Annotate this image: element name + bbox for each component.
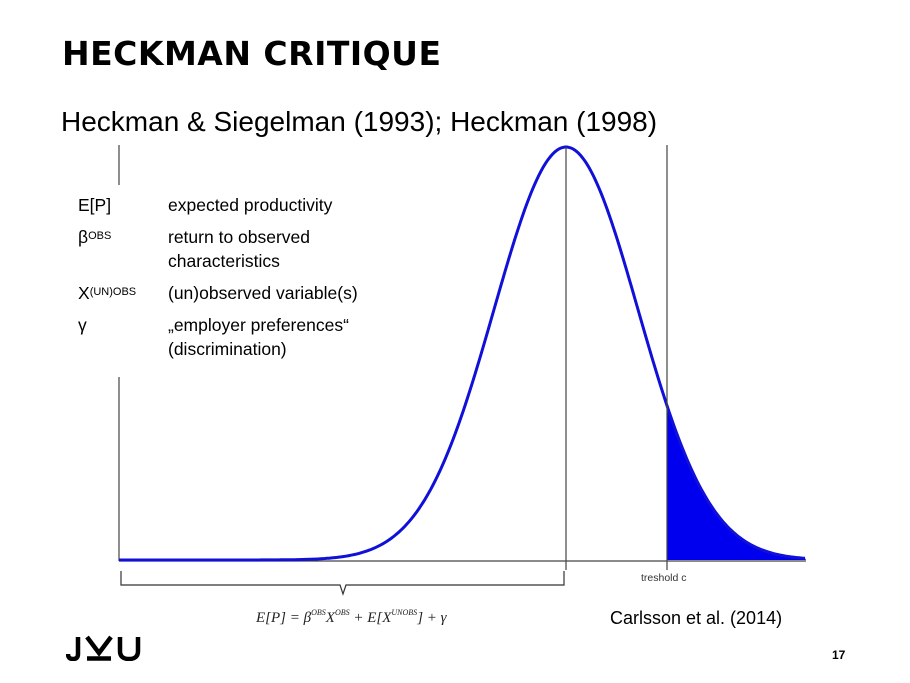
- slide-subtitle: Heckman & Siegelman (1993); Heckman (199…: [61, 106, 658, 137]
- source-citation: Carlsson et al. (2014): [610, 608, 783, 628]
- legend-row: γ „employer preferences“ (discrimination…: [78, 313, 390, 361]
- legend-description: „employer preferences“ (discrimination): [168, 315, 349, 359]
- jku-logo-icon: [66, 635, 141, 661]
- bell-curve: [119, 145, 806, 562]
- svg-text:E[P] = βOBSXOBS + E[XUNOBS] +: E[P] = βOBSXOBS + E[XUNOBS] + γ: [255, 608, 448, 626]
- formula: E[P] = βOBSXOBS + E[XUNOBS] + γ: [255, 608, 448, 626]
- threshold-label: treshold c: [641, 572, 687, 584]
- curly-brace: [120, 571, 565, 596]
- legend-symbol: βOBS: [78, 227, 112, 247]
- legend-symbol: γ: [78, 315, 87, 335]
- legend-row: E[P] expected productivity: [78, 193, 390, 217]
- legend-symbol: E[P]: [78, 195, 112, 215]
- legend-description: expected productivity: [168, 195, 333, 215]
- legend-box: E[P] expected productivity βOBS return t…: [72, 185, 402, 377]
- legend-row: βOBS return to observed characteristics: [78, 225, 390, 273]
- slide-title: HECKMAN CRITIQUE: [62, 34, 442, 73]
- legend-symbol: X(UN)OBS: [78, 283, 137, 303]
- legend-row: X(UN)OBS (un)observed variable(s): [78, 281, 390, 305]
- page-number: 17: [832, 648, 846, 662]
- shaded-tail-area: [667, 405, 806, 560]
- legend-description: return to observed characteristics: [168, 227, 311, 271]
- legend-description: (un)observed variable(s): [168, 283, 358, 303]
